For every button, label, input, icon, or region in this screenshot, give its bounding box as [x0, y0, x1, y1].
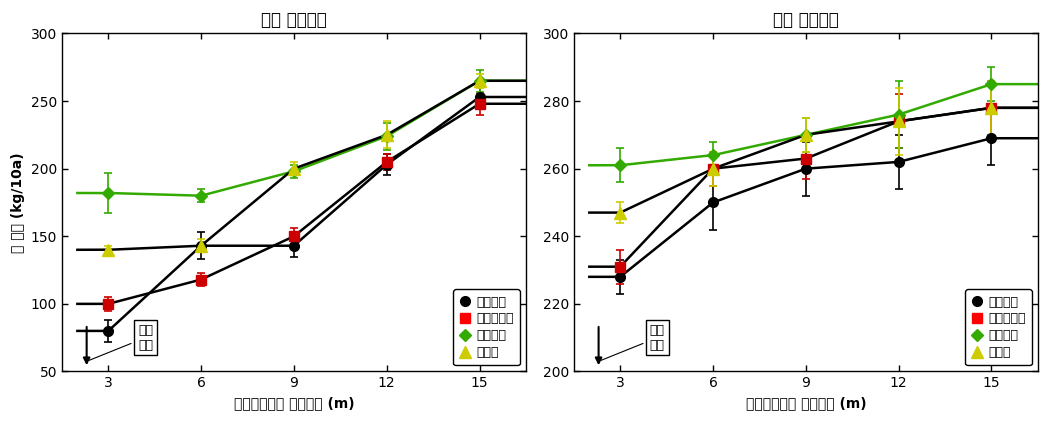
Legend: 명거배수, 비닐차단막, 암거배수, 관다발: 명거배수, 비닐차단막, 암거배수, 관다발 [965, 290, 1031, 365]
Title: 배수 약간불량: 배수 약간불량 [773, 11, 839, 29]
X-axis label: 배수지점에서 이랑거리 (m): 배수지점에서 이랑거리 (m) [746, 396, 866, 410]
X-axis label: 배수지점에서 이랑거리 (m): 배수지점에서 이랑거리 (m) [234, 396, 355, 410]
Legend: 명거배수, 비닐차단막, 암거배수, 관다발: 명거배수, 비닐차단막, 암거배수, 관다발 [453, 290, 519, 365]
Y-axis label: 콩 수량 (kg/10a): 콩 수량 (kg/10a) [12, 152, 25, 253]
Title: 배수 매우불량: 배수 매우불량 [261, 11, 327, 29]
Text: 배수
지점: 배수 지점 [601, 324, 665, 360]
Text: 배수
지점: 배수 지점 [89, 324, 153, 360]
